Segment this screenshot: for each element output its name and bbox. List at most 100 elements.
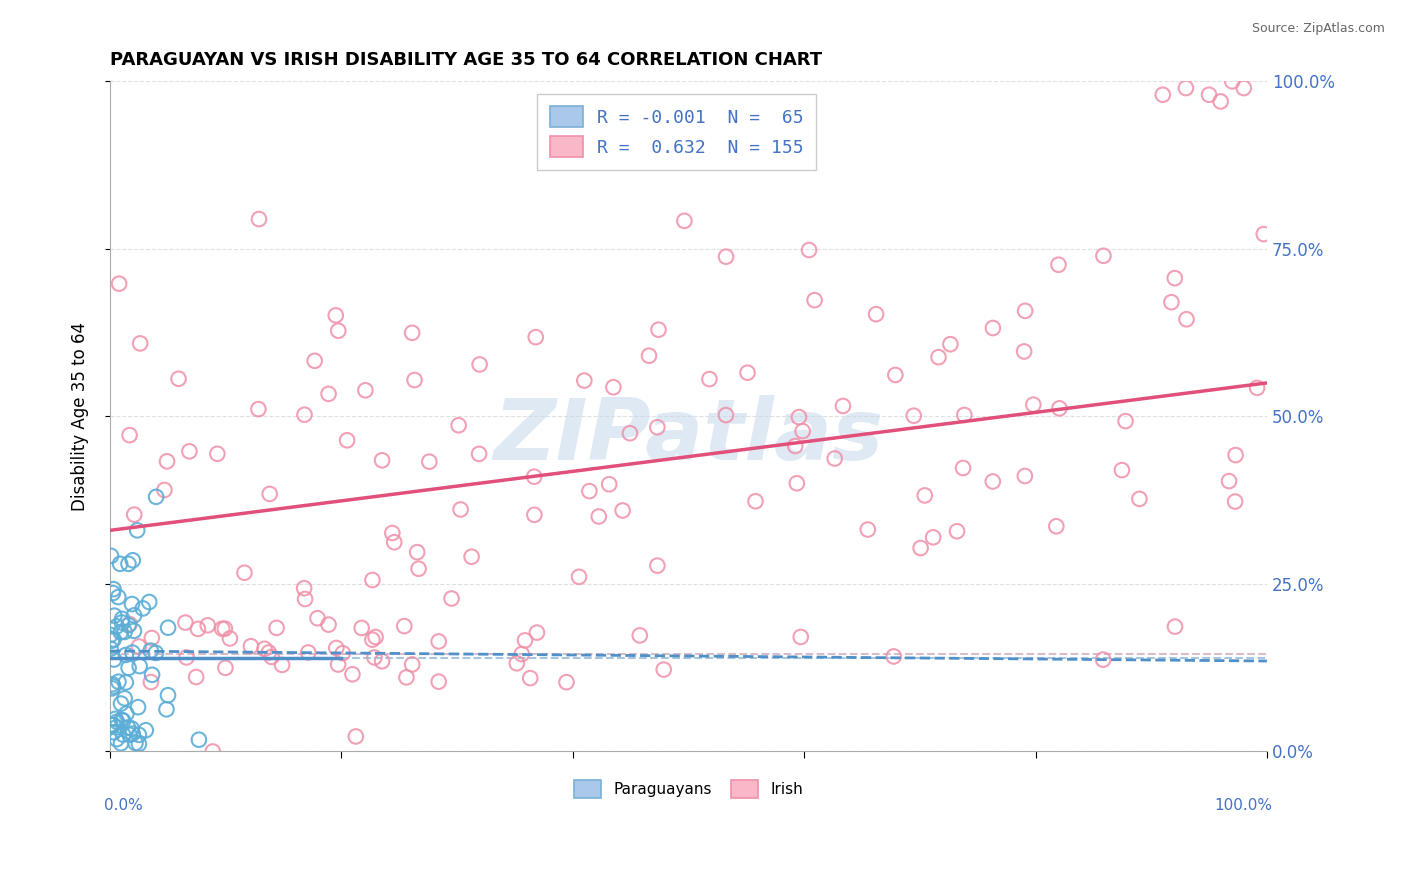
- Point: [903, 409, 925, 423]
- Point: [981, 475, 1004, 489]
- Point: [122, 608, 145, 623]
- Point: [468, 358, 491, 372]
- Point: [328, 324, 350, 338]
- Point: [953, 408, 976, 422]
- Point: [344, 730, 367, 744]
- Point: [292, 581, 315, 595]
- Point: [952, 461, 974, 475]
- Point: [260, 649, 283, 664]
- Point: [381, 526, 404, 541]
- Point: [326, 657, 349, 672]
- Point: [939, 337, 962, 351]
- Point: [128, 728, 150, 742]
- Point: [628, 628, 651, 642]
- Point: [155, 702, 177, 716]
- Point: [122, 508, 145, 522]
- Point: [1012, 344, 1035, 359]
- Point: [1209, 95, 1232, 109]
- Point: [187, 622, 209, 636]
- Point: [652, 663, 675, 677]
- Point: [114, 648, 136, 662]
- Point: [118, 428, 141, 442]
- Point: [186, 670, 208, 684]
- Point: [103, 680, 125, 694]
- Point: [786, 476, 808, 491]
- Point: [103, 652, 125, 666]
- Point: [121, 646, 143, 660]
- Point: [574, 374, 596, 388]
- Point: [450, 502, 472, 516]
- Point: [307, 611, 329, 625]
- Point: [325, 309, 347, 323]
- Point: [156, 454, 179, 468]
- Point: [946, 524, 969, 539]
- Point: [167, 372, 190, 386]
- Point: [318, 617, 340, 632]
- Legend: Paraguayans, Irish: Paraguayans, Irish: [568, 774, 808, 805]
- Point: [118, 617, 141, 632]
- Point: [803, 293, 825, 307]
- Point: [612, 503, 634, 517]
- Point: [785, 439, 807, 453]
- Point: [1198, 87, 1220, 102]
- Point: [513, 633, 536, 648]
- Point: [744, 494, 766, 508]
- Point: [121, 722, 143, 736]
- Point: [253, 641, 276, 656]
- Point: [519, 671, 541, 685]
- Point: [121, 726, 143, 740]
- Point: [394, 619, 416, 633]
- Point: [1160, 295, 1182, 310]
- Point: [105, 714, 128, 729]
- Point: [363, 650, 385, 665]
- Text: 0.0%: 0.0%: [104, 798, 143, 814]
- Point: [153, 483, 176, 497]
- Point: [1164, 619, 1187, 633]
- Point: [108, 557, 131, 571]
- Point: [105, 720, 128, 734]
- Point: [371, 453, 394, 467]
- Point: [304, 353, 326, 368]
- Point: [105, 732, 128, 747]
- Point: [981, 321, 1004, 335]
- Point: [128, 737, 150, 751]
- Point: [100, 628, 122, 642]
- Point: [111, 713, 134, 727]
- Point: [325, 640, 347, 655]
- Point: [266, 621, 288, 635]
- Point: [737, 366, 759, 380]
- Point: [468, 447, 491, 461]
- Point: [1014, 469, 1036, 483]
- Point: [247, 212, 270, 227]
- Text: ZIPatlas: ZIPatlas: [494, 395, 883, 478]
- Point: [156, 688, 179, 702]
- Point: [647, 323, 669, 337]
- Point: [647, 420, 669, 434]
- Point: [135, 723, 157, 738]
- Point: [699, 372, 721, 386]
- Point: [342, 667, 364, 681]
- Point: [1128, 491, 1150, 506]
- Point: [211, 622, 233, 636]
- Point: [418, 455, 440, 469]
- Point: [787, 410, 810, 425]
- Point: [1246, 381, 1268, 395]
- Point: [103, 582, 125, 596]
- Point: [127, 524, 149, 538]
- Point: [856, 523, 879, 537]
- Point: [1045, 519, 1067, 533]
- Point: [117, 618, 139, 632]
- Point: [883, 649, 905, 664]
- Point: [117, 721, 139, 735]
- Point: [197, 618, 219, 632]
- Point: [523, 508, 546, 522]
- Point: [714, 250, 737, 264]
- Point: [598, 477, 620, 491]
- Point: [789, 630, 811, 644]
- Point: [145, 490, 167, 504]
- Point: [406, 545, 429, 559]
- Point: [638, 349, 661, 363]
- Point: [404, 373, 426, 387]
- Point: [101, 586, 124, 600]
- Point: [100, 549, 122, 563]
